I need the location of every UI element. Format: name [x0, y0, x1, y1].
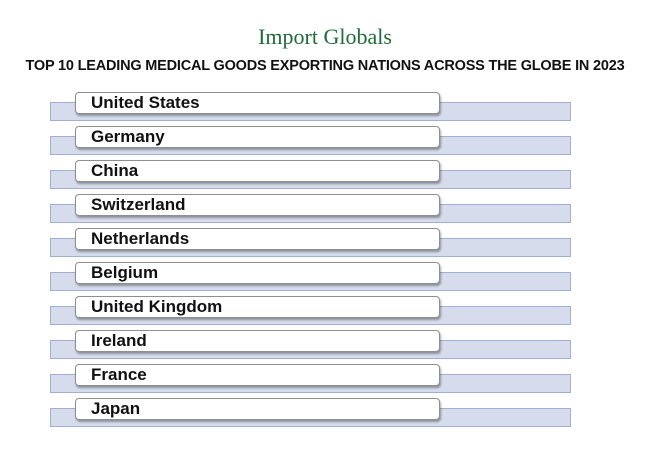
country-label: France [75, 364, 440, 386]
country-label: Japan [75, 398, 440, 420]
country-label: Switzerland [75, 194, 440, 216]
country-label: Belgium [75, 262, 440, 284]
country-label: Netherlands [75, 228, 440, 250]
country-label: Germany [75, 126, 440, 148]
country-label: United States [75, 92, 440, 114]
title: TOP 10 LEADING MEDICAL GOODS EXPORTING N… [25, 58, 625, 74]
country-label: Ireland [75, 330, 440, 352]
logo: Import Globals [258, 24, 392, 49]
country-label: United Kingdom [75, 296, 440, 318]
country-label: China [75, 160, 440, 182]
